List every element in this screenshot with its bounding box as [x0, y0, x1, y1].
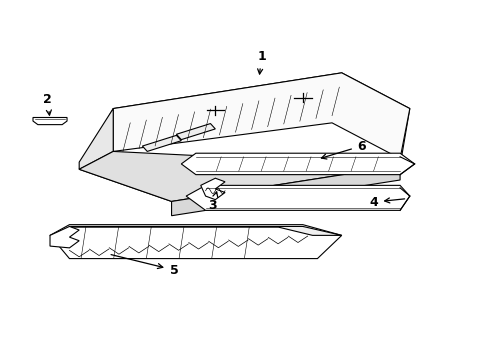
Polygon shape: [186, 185, 409, 210]
Polygon shape: [176, 123, 215, 140]
Text: 2: 2: [43, 93, 52, 115]
Polygon shape: [171, 166, 399, 216]
Text: 5: 5: [111, 255, 178, 276]
Polygon shape: [50, 225, 341, 258]
Polygon shape: [142, 155, 181, 172]
Polygon shape: [50, 226, 79, 248]
Text: 6: 6: [321, 140, 365, 159]
Text: 1: 1: [257, 50, 265, 74]
Polygon shape: [79, 152, 399, 202]
Polygon shape: [113, 73, 409, 158]
Polygon shape: [79, 73, 409, 202]
Text: 4: 4: [368, 195, 404, 209]
Polygon shape: [181, 153, 414, 175]
Polygon shape: [201, 178, 224, 200]
Polygon shape: [33, 117, 67, 125]
Polygon shape: [79, 109, 113, 169]
Polygon shape: [142, 135, 181, 152]
Text: 3: 3: [208, 192, 217, 212]
Polygon shape: [69, 226, 341, 235]
